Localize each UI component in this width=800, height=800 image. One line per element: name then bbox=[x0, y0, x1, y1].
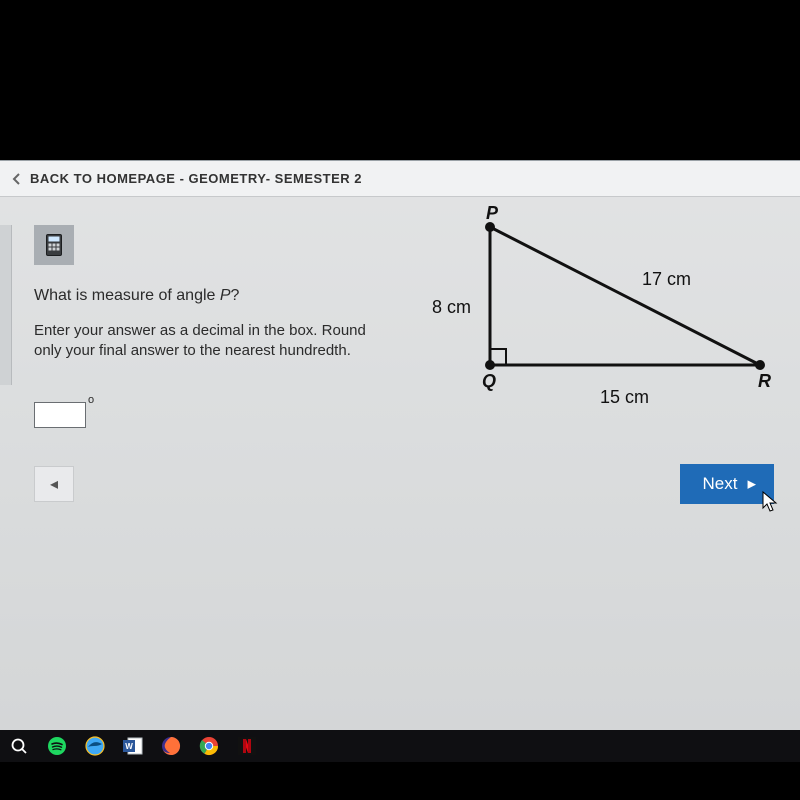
content-area: What is measure of angle P? Enter your a… bbox=[0, 197, 800, 526]
prompt-text: What is measure of angle bbox=[34, 287, 220, 304]
taskbar: W bbox=[0, 730, 800, 762]
taskbar-edge-icon[interactable] bbox=[82, 733, 108, 759]
cursor-icon bbox=[760, 490, 780, 514]
next-triangle-icon: ▸ bbox=[747, 474, 756, 494]
calculator-icon bbox=[46, 234, 62, 256]
nav-row: ◂ Next ▸ bbox=[34, 464, 774, 504]
chevron-left-icon bbox=[10, 172, 24, 186]
taskbar-chrome-icon[interactable] bbox=[196, 733, 222, 759]
prompt-var: P bbox=[220, 287, 231, 304]
breadcrumb-label: BACK TO HOMEPAGE - GEOMETRY- SEMESTER 2 bbox=[30, 171, 362, 186]
svg-text:W: W bbox=[125, 742, 133, 751]
taskbar-word-icon[interactable]: W bbox=[120, 733, 146, 759]
question-block: What is measure of angle P? Enter your a… bbox=[34, 287, 394, 362]
prev-triangle-icon: ◂ bbox=[50, 474, 58, 494]
prompt-suffix: ? bbox=[231, 287, 240, 304]
question-prompt: What is measure of angle P? bbox=[34, 287, 394, 305]
question-instructions: Enter your answer as a decimal in the bo… bbox=[34, 321, 394, 362]
prev-button[interactable]: ◂ bbox=[34, 466, 74, 502]
degree-label: o bbox=[88, 394, 94, 406]
taskbar-firefox-icon[interactable] bbox=[158, 733, 184, 759]
triangle-svg bbox=[420, 215, 780, 415]
taskbar-search-icon[interactable] bbox=[6, 733, 32, 759]
next-button[interactable]: Next ▸ bbox=[680, 464, 774, 504]
side-PR-label: 17 cm bbox=[642, 269, 691, 290]
next-label: Next bbox=[702, 474, 737, 494]
answer-input[interactable] bbox=[34, 402, 86, 428]
app-screen: BACK TO HOMEPAGE - GEOMETRY- SEMESTER 2 bbox=[0, 160, 800, 730]
taskbar-netflix-icon[interactable] bbox=[234, 733, 260, 759]
taskbar-spotify-icon[interactable] bbox=[44, 733, 70, 759]
breadcrumb-bar[interactable]: BACK TO HOMEPAGE - GEOMETRY- SEMESTER 2 bbox=[0, 161, 800, 197]
triangle-diagram: PQR8 cm15 cm17 cm bbox=[420, 215, 780, 415]
calculator-button[interactable] bbox=[34, 225, 74, 265]
